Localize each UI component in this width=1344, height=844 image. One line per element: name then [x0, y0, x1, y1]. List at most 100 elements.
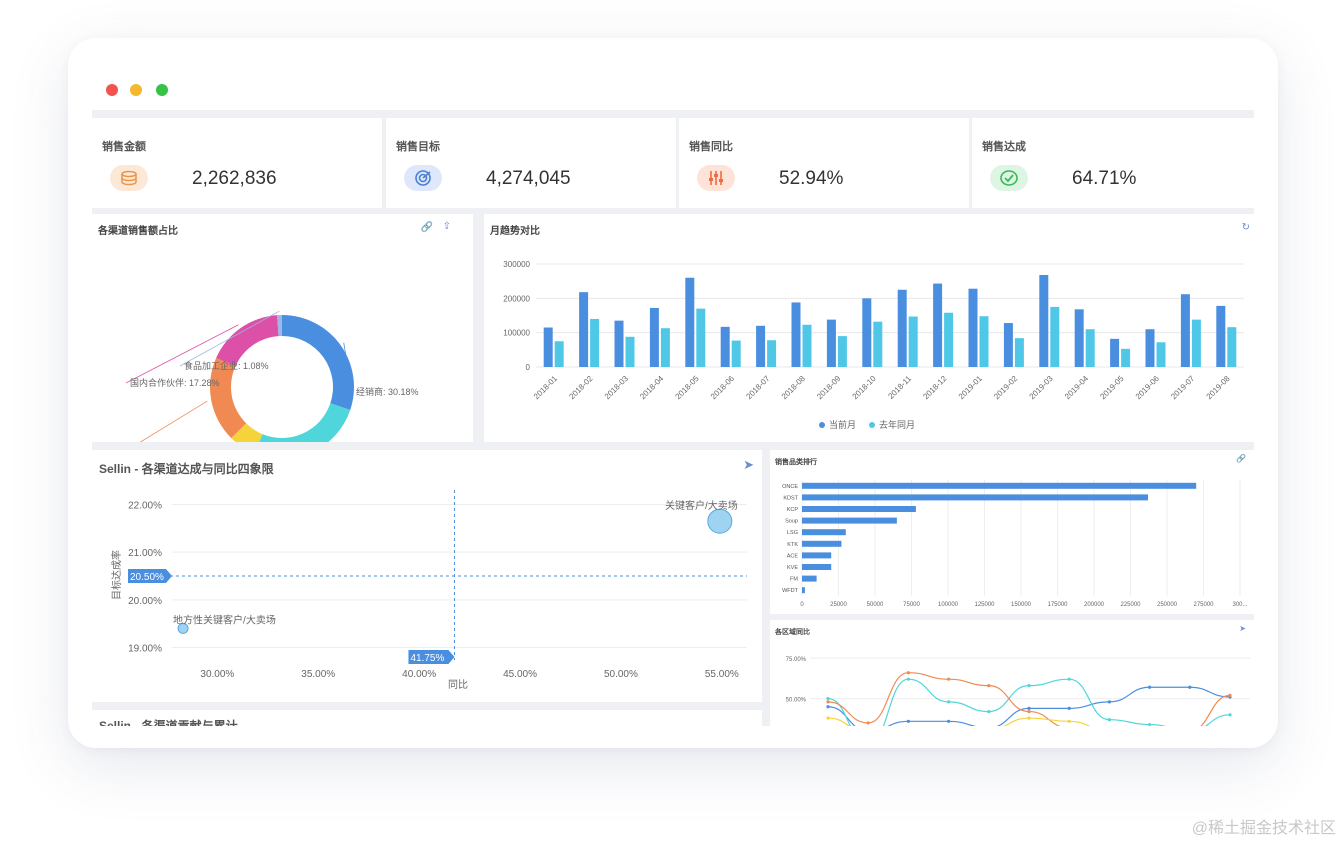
line-point[interactable]	[1107, 700, 1111, 704]
line-point[interactable]	[1027, 716, 1031, 720]
bar[interactable]	[802, 324, 812, 367]
line-point[interactable]	[947, 700, 951, 704]
line-point[interactable]	[1228, 713, 1232, 717]
bar[interactable]	[1156, 342, 1166, 367]
line-point[interactable]	[826, 697, 830, 701]
x-tick-label: 2018-09	[815, 374, 843, 402]
bar[interactable]	[731, 340, 741, 367]
bar[interactable]	[1050, 306, 1060, 367]
category-bar[interactable]	[802, 564, 832, 570]
bar[interactable]	[1110, 338, 1120, 367]
line-point[interactable]	[826, 705, 830, 709]
bar[interactable]	[944, 312, 954, 367]
line-point[interactable]	[1107, 718, 1111, 722]
x-tick-label: 2019-03	[1028, 374, 1056, 402]
bar[interactable]	[908, 316, 918, 367]
legend-label[interactable]: 去年同月	[879, 419, 915, 430]
bar[interactable]	[933, 283, 943, 367]
bar[interactable]	[837, 336, 847, 367]
bar[interactable]	[1227, 327, 1237, 367]
bar[interactable]	[1216, 305, 1226, 367]
bar[interactable]	[579, 292, 589, 367]
line-point[interactable]	[1027, 684, 1031, 688]
bar[interactable]	[649, 307, 659, 367]
bar[interactable]	[543, 327, 553, 367]
category-bar[interactable]	[802, 552, 832, 559]
bar[interactable]	[791, 302, 801, 367]
line-point[interactable]	[1027, 706, 1031, 710]
bar[interactable]	[685, 277, 695, 367]
bar[interactable]	[873, 321, 883, 367]
bar[interactable]	[1145, 329, 1155, 367]
bar[interactable]	[826, 319, 836, 367]
bar[interactable]	[554, 341, 564, 367]
bar[interactable]	[979, 316, 989, 367]
bar[interactable]	[696, 308, 706, 367]
line-point[interactable]	[906, 719, 910, 723]
bar[interactable]	[614, 320, 624, 367]
line-point[interactable]	[987, 684, 991, 688]
bar[interactable]	[1014, 338, 1024, 367]
bar[interactable]	[1180, 294, 1190, 367]
line-point[interactable]	[947, 677, 951, 681]
send-icon[interactable]: ➤	[1239, 624, 1246, 633]
refresh-icon[interactable]: ↻	[1241, 222, 1250, 233]
line-point[interactable]	[1228, 693, 1232, 697]
bar[interactable]	[720, 326, 730, 367]
send-icon[interactable]: ➤	[743, 457, 754, 472]
line-point[interactable]	[1148, 722, 1152, 726]
category-bar[interactable]	[802, 506, 916, 512]
close-button[interactable]	[106, 84, 118, 96]
bar[interactable]	[1191, 319, 1201, 367]
bar[interactable]	[590, 318, 600, 367]
line-point[interactable]	[906, 677, 910, 681]
bar[interactable]	[897, 289, 907, 367]
donut-slice[interactable]	[254, 403, 351, 442]
bar[interactable]	[968, 288, 978, 367]
line-point[interactable]	[1148, 685, 1152, 689]
category-bar[interactable]	[802, 587, 805, 594]
bar[interactable]	[1074, 309, 1084, 367]
line-point[interactable]	[1067, 719, 1071, 723]
bar[interactable]	[660, 328, 670, 367]
donut-slice[interactable]	[231, 423, 263, 442]
scatter-point[interactable]	[707, 508, 733, 534]
line-point[interactable]	[1188, 685, 1192, 689]
line-point[interactable]	[906, 671, 910, 675]
bar[interactable]	[625, 336, 635, 367]
category-bar[interactable]	[802, 517, 897, 524]
bar[interactable]	[1039, 274, 1049, 367]
export-icon[interactable]: ⇪	[442, 221, 451, 232]
donut-slice[interactable]	[282, 315, 355, 411]
category-bar[interactable]	[802, 575, 817, 582]
legend-label[interactable]: 当前月	[829, 419, 856, 430]
donut-slice[interactable]	[216, 315, 279, 367]
bar[interactable]	[1085, 329, 1095, 367]
maximize-button[interactable]	[156, 84, 168, 96]
bar[interactable]	[1121, 348, 1131, 367]
bar[interactable]	[862, 298, 872, 367]
bar[interactable]	[767, 340, 777, 367]
line-point[interactable]	[1067, 706, 1071, 710]
category-bar[interactable]	[802, 494, 1149, 501]
category-bar[interactable]	[802, 529, 846, 536]
line-point[interactable]	[866, 721, 870, 725]
minimize-button[interactable]	[130, 84, 142, 96]
scatter-point[interactable]	[177, 622, 189, 634]
line-point[interactable]	[1027, 709, 1031, 714]
donut-slice[interactable]	[277, 315, 282, 337]
category-bar[interactable]	[802, 540, 842, 547]
donut-slice[interactable]	[210, 357, 247, 439]
category-bar[interactable]	[802, 482, 1197, 489]
line-point[interactable]	[947, 719, 951, 723]
y-tick-label: 21.00%	[128, 548, 162, 559]
line-point[interactable]	[1067, 677, 1071, 681]
panel-title: 月趋势对比	[490, 226, 540, 237]
link-icon[interactable]: 🔗	[420, 222, 433, 233]
bar[interactable]	[1003, 323, 1013, 367]
line-point[interactable]	[826, 700, 830, 704]
line-point[interactable]	[987, 709, 991, 714]
link-icon[interactable]: 🔗	[1236, 454, 1246, 463]
line-point[interactable]	[826, 716, 830, 720]
bar[interactable]	[756, 325, 766, 367]
